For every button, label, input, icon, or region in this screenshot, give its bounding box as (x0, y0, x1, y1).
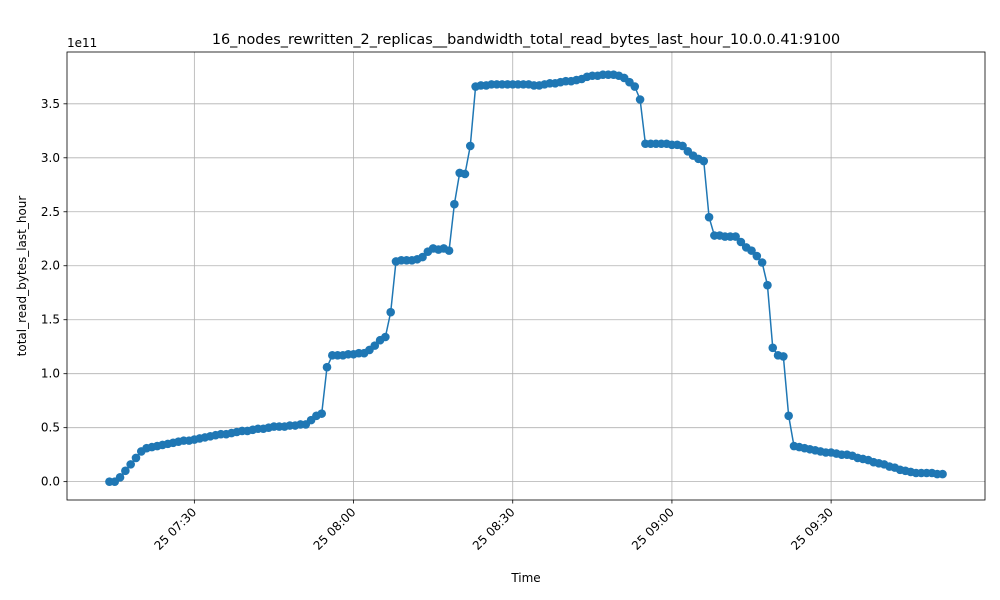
y-tick-label: 1.0 (41, 367, 60, 381)
y-tick-label: 2.0 (41, 259, 60, 273)
data-point (322, 362, 332, 372)
plot-frame (66, 51, 986, 501)
y-tick-label: 0.0 (41, 475, 60, 489)
data-point (768, 343, 778, 353)
data-point (121, 466, 130, 476)
data-point (779, 352, 788, 361)
y-axis-label: total_read_bytes_last_hour (15, 196, 29, 357)
data-point (731, 232, 740, 241)
data-point (115, 473, 125, 482)
x-axis-label: Time (510, 571, 540, 585)
data-point (386, 307, 395, 317)
data-point (630, 82, 640, 91)
data-point (678, 141, 687, 151)
data-point (699, 156, 709, 166)
data-point (763, 280, 772, 290)
data-point (131, 453, 141, 463)
data-point (784, 411, 793, 421)
data-point (317, 409, 327, 418)
y-tick-label: 1.5 (41, 313, 60, 327)
data-point (381, 332, 390, 342)
data-point (444, 246, 454, 255)
y-tick-label: 2.5 (41, 205, 60, 219)
data-point (126, 460, 135, 469)
data-point (370, 341, 380, 350)
y-tick-label: 3.5 (41, 97, 60, 111)
y-tick-label: 3.0 (41, 151, 60, 165)
data-point (938, 469, 947, 479)
data-point (747, 246, 756, 255)
data-point (460, 169, 470, 179)
data-point (757, 258, 767, 267)
data-point (752, 251, 762, 261)
y-tick-label: 0.5 (41, 421, 60, 435)
y-offset-text: 1e11 (67, 36, 97, 50)
data-point (465, 141, 475, 151)
data-point (418, 252, 427, 262)
data-point (635, 95, 645, 104)
data-point (704, 212, 714, 222)
chart-title: 16_nodes_rewritten_2_replicas__bandwidth… (212, 32, 840, 48)
data-point (450, 199, 459, 209)
data-point (736, 237, 746, 247)
